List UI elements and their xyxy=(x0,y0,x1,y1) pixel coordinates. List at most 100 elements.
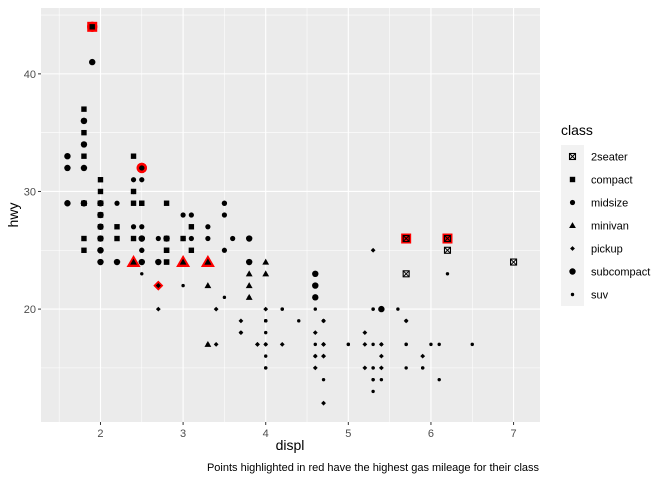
data-point-compact xyxy=(130,153,137,159)
data-point-midsize xyxy=(221,247,228,253)
x-tick-label: 6 xyxy=(428,428,434,440)
data-point-pickup xyxy=(238,318,244,324)
data-point-2seater xyxy=(443,234,452,243)
data-point-subcompact xyxy=(80,164,88,172)
data-point-pickup xyxy=(213,341,219,347)
data-point-suv xyxy=(297,319,301,323)
data-point-2seater xyxy=(402,270,410,278)
x-tick-label: 2 xyxy=(97,428,103,440)
legend-label-midsize: midsize xyxy=(591,198,628,210)
data-point-suv xyxy=(264,354,268,358)
data-point-suv xyxy=(371,377,375,382)
data-point-subcompact xyxy=(138,258,145,266)
y-axis-ticks: 20 30 40 xyxy=(24,69,41,316)
data-point-compact xyxy=(114,224,120,230)
data-point-subcompact xyxy=(80,200,88,207)
data-point-subcompact xyxy=(163,235,170,242)
data-point-suv xyxy=(371,389,375,394)
data-point-compact xyxy=(97,177,104,183)
data-point-midsize xyxy=(130,177,137,183)
data-point-pickup xyxy=(213,306,219,312)
data-point-midsize xyxy=(205,224,211,230)
data-point-suv xyxy=(264,342,268,347)
data-point-suv xyxy=(321,319,326,323)
legend-label-suv: suv xyxy=(591,290,609,302)
legend-key-minivan xyxy=(569,222,576,229)
data-point-suv xyxy=(313,307,317,311)
data-point-pickup xyxy=(420,353,426,359)
data-point-minivan xyxy=(130,258,137,265)
data-point-subcompact xyxy=(97,200,104,207)
data-point-subcompact xyxy=(312,282,319,289)
data-point-suv xyxy=(437,377,441,382)
data-point-compact xyxy=(163,259,170,265)
data-point-suv xyxy=(247,295,251,300)
data-point-2seater xyxy=(402,234,410,243)
data-point-suv xyxy=(445,272,450,276)
data-point-subcompact xyxy=(312,270,319,278)
data-point-suv xyxy=(313,342,317,347)
data-point-suv xyxy=(264,330,268,335)
data-point-suv xyxy=(371,366,375,370)
data-point-midsize xyxy=(221,212,228,218)
x-axis-ticks: 2 3 4 5 6 7 xyxy=(97,422,517,440)
data-point-subcompact xyxy=(64,200,71,207)
points-layer xyxy=(64,24,518,406)
data-point-compact xyxy=(114,235,120,242)
data-point-compact xyxy=(139,200,145,206)
data-point-suv xyxy=(321,377,326,382)
data-point-compact xyxy=(163,200,170,206)
legend-key-subcompact xyxy=(569,268,576,275)
data-point-compact xyxy=(81,153,87,159)
data-point-midsize xyxy=(188,212,194,218)
data-point-midsize xyxy=(205,235,211,242)
data-point-compact xyxy=(81,235,87,242)
data-point-suv xyxy=(264,319,268,323)
legend-key-suv xyxy=(570,292,575,297)
data-point-suv xyxy=(222,295,227,300)
data-point-suv xyxy=(420,366,425,370)
data-point-suv xyxy=(404,319,408,323)
data-point-minivan xyxy=(245,270,253,277)
data-point-2seater xyxy=(443,246,452,254)
data-point-compact xyxy=(188,224,195,230)
data-point-compact xyxy=(130,200,137,206)
legend: class 2seater compact midsize minivan pickup… xyxy=(561,122,650,306)
data-point-compact xyxy=(81,106,87,112)
legend-key-compact xyxy=(569,176,576,183)
data-point-subcompact xyxy=(245,258,253,266)
data-point-suv xyxy=(140,272,144,276)
data-point-pickup xyxy=(362,330,368,336)
data-point-compact xyxy=(81,247,87,253)
data-point-midsize xyxy=(130,188,137,195)
data-point-suv xyxy=(379,342,384,347)
data-point-pickup xyxy=(321,353,326,359)
data-point-suv xyxy=(280,307,284,311)
data-point-suv xyxy=(313,354,317,358)
data-point-pickup xyxy=(362,341,368,347)
data-point-pickup xyxy=(370,247,376,253)
data-point-minivan xyxy=(262,270,270,277)
data-point-minivan xyxy=(204,282,212,289)
data-point-subcompact xyxy=(97,247,104,254)
data-point-subcompact xyxy=(97,235,104,242)
y-tick-label: 30 xyxy=(24,186,36,198)
data-point-subcompact xyxy=(155,258,162,266)
data-point-subcompact xyxy=(245,235,253,242)
data-point-midsize xyxy=(130,224,137,230)
data-point-subcompact xyxy=(97,211,104,219)
data-point-suv xyxy=(371,307,375,311)
data-point-suv xyxy=(264,366,268,370)
data-point-suv xyxy=(470,342,474,347)
legend-title: class xyxy=(561,122,593,138)
data-point-compact xyxy=(89,24,95,30)
data-point-minivan xyxy=(179,258,187,265)
data-point-suv xyxy=(239,330,243,335)
x-tick-label: 7 xyxy=(511,428,517,440)
data-point-suv xyxy=(321,342,326,347)
data-point-pickup xyxy=(279,341,285,347)
data-point-pickup xyxy=(263,306,269,312)
x-tick-label: 4 xyxy=(263,428,269,440)
grid-minor xyxy=(41,8,556,422)
